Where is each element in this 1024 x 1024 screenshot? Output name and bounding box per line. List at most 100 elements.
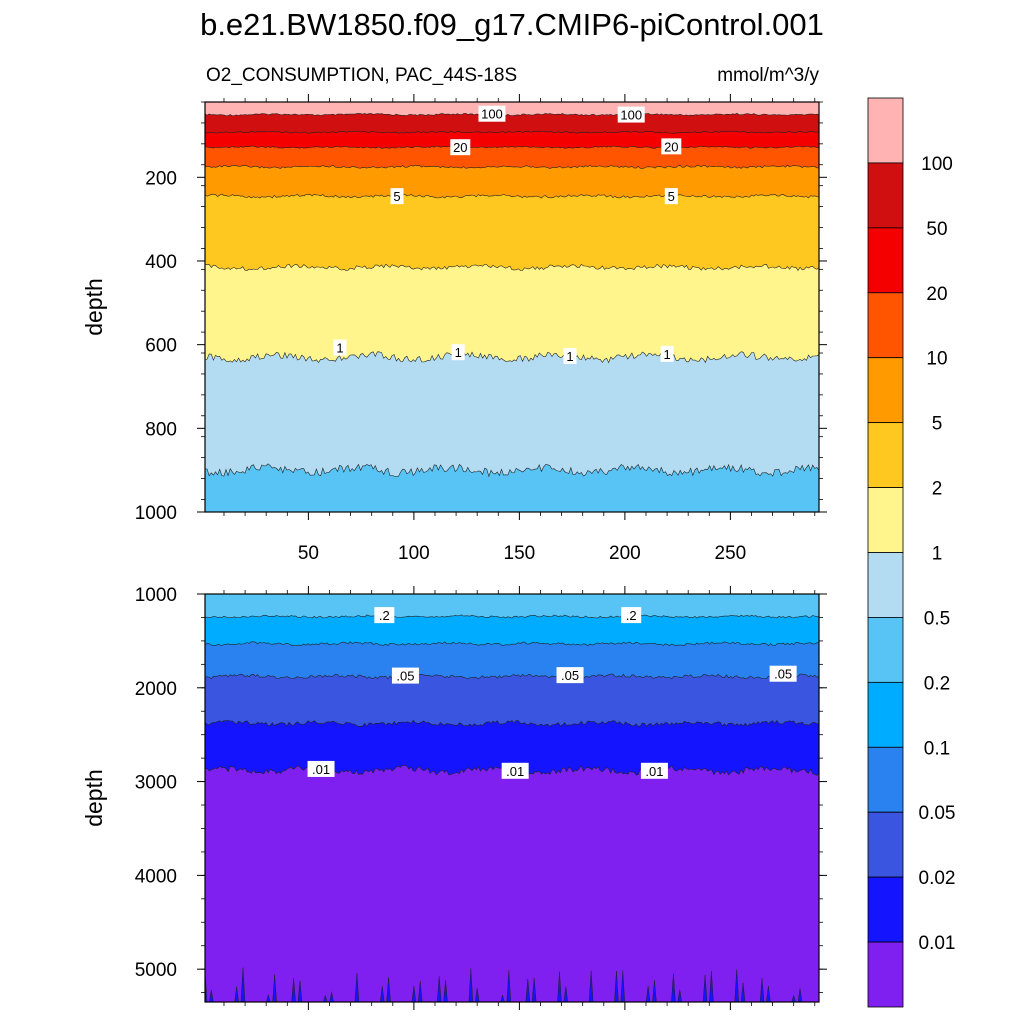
deep-spike xyxy=(531,977,537,1002)
y-tick-label: 1000 xyxy=(135,503,177,524)
colorbar-label: 50 xyxy=(926,219,947,240)
y-axis-label: depth xyxy=(81,278,107,336)
deep-spike xyxy=(234,986,239,1002)
upper-panel: 100 100 20 20 5 5 1 1 1 1 200 400 600 800 1000 depth 50 1… xyxy=(81,94,827,564)
colorbar-swatch xyxy=(867,422,904,488)
deep-spike xyxy=(297,980,303,1002)
colorbar-label: 0.2 xyxy=(924,673,950,694)
contour-label-text: .01 xyxy=(506,764,524,779)
deep-spike xyxy=(563,986,569,1002)
upper-contour-50 xyxy=(205,130,819,134)
contour-label-text: .2 xyxy=(626,608,637,623)
chart-title: b.e21.BW1850.f09_g17.CMIP6-piControl.001 xyxy=(200,7,824,42)
deep-spike xyxy=(468,968,474,1002)
colorbar-label: 5 xyxy=(932,414,943,435)
contour-label: 1 xyxy=(333,339,347,356)
upper-contour-20 xyxy=(205,145,819,149)
contour-label-text: 1 xyxy=(566,349,573,364)
deep-spike xyxy=(677,989,682,1002)
deep-spike xyxy=(417,980,423,1002)
contour-label: .05 xyxy=(391,667,419,684)
deep-spike xyxy=(614,971,619,1002)
upper-contour-0.5 xyxy=(205,463,819,478)
lower-contour-0.02 xyxy=(205,719,819,728)
colorbar-label: 0.05 xyxy=(919,803,956,824)
contour-label: 5 xyxy=(664,188,678,205)
deep-spike xyxy=(759,978,765,1002)
deep-spike xyxy=(620,970,626,1002)
contour-label-bg xyxy=(501,762,529,779)
colorbar-label: 0.01 xyxy=(919,933,956,954)
deep-spike xyxy=(411,986,417,1002)
upper-contour-2 xyxy=(205,263,819,271)
deep-spike xyxy=(671,973,676,1002)
contour-label-bg xyxy=(563,347,577,364)
contour-label: 1 xyxy=(451,344,465,361)
colorbar-swatch xyxy=(867,227,904,294)
contour-label-text: .05 xyxy=(561,668,579,683)
y-tick-label: 1000 xyxy=(135,585,177,606)
contour-label-text: 100 xyxy=(620,108,642,123)
contour-label-text: .01 xyxy=(312,762,330,777)
y-axis-label: depth xyxy=(81,769,107,827)
contour-label-bg xyxy=(664,188,678,205)
contour-label: 100 xyxy=(478,105,506,122)
contour-label-text: 20 xyxy=(664,139,678,154)
lower-band-0.01 xyxy=(205,765,819,1002)
deep-spike xyxy=(354,972,360,1002)
deep-spike xyxy=(791,994,796,1002)
contour-label-text: 1 xyxy=(336,341,343,356)
lower-frame xyxy=(204,593,820,1003)
contour-label-text: .05 xyxy=(774,667,792,682)
contour-label-bg xyxy=(478,105,506,122)
lower-panel: .2 .2 .05 .05 .05 .01 .01 .01 1000 2000 3000 4000 50… xyxy=(81,585,827,1010)
colorbar-swatch xyxy=(867,617,904,683)
deep-spike xyxy=(557,971,562,1002)
upper-band-0.5 xyxy=(205,463,819,512)
y-tick-label: 2000 xyxy=(135,679,177,700)
variable-label: O2_CONSUMPTION, PAC_44S-18S xyxy=(206,65,517,86)
deep-spike xyxy=(766,986,771,1002)
contour-label-bg xyxy=(333,339,347,356)
contour-label-bg xyxy=(391,667,419,684)
y-tick-label: 4000 xyxy=(135,866,177,887)
colorbar-label: 0.02 xyxy=(919,868,956,889)
deep-spike xyxy=(291,978,296,1002)
colorbar-swatch xyxy=(867,681,904,748)
deep-spike xyxy=(797,988,803,1002)
lower-contour-0.2 xyxy=(205,614,819,619)
colorbar-swatch xyxy=(867,487,904,553)
contour-label-text: 1 xyxy=(455,345,462,360)
deep-spike xyxy=(588,970,594,1002)
contour-label-bg xyxy=(390,188,404,205)
deep-spike xyxy=(500,994,505,1002)
contour-label: .01 xyxy=(501,762,529,779)
deep-spike xyxy=(272,974,277,1002)
contour-label: 1 xyxy=(660,345,674,362)
x-tick-label: 50 xyxy=(298,543,319,564)
contour-label-bg xyxy=(769,665,797,682)
contour-label-bg xyxy=(640,762,668,779)
contour-label: 20 xyxy=(661,138,682,155)
colorbar-swatch xyxy=(867,552,904,618)
deep-spike xyxy=(740,982,746,1002)
colorbar-swatch xyxy=(867,941,904,1008)
deep-spike xyxy=(329,991,334,1002)
contour-label-text: .05 xyxy=(396,669,414,684)
contour-label: .2 xyxy=(374,607,395,624)
units-label: mmol/m^3/y xyxy=(717,65,819,86)
colorbar-swatch xyxy=(867,162,904,229)
colorbar-label: 1 xyxy=(932,544,943,565)
contour-label-bg xyxy=(451,344,465,361)
deep-spike xyxy=(379,986,385,1002)
y-tick-label: 800 xyxy=(145,419,177,440)
y-tick-label: 200 xyxy=(145,168,177,189)
colorbar-label: 0.5 xyxy=(924,608,950,629)
colorbar-swatch xyxy=(867,746,904,813)
contour-label-bg xyxy=(617,106,645,123)
deep-spike xyxy=(702,974,708,1002)
contour-label-text: 20 xyxy=(453,140,467,155)
contour-label: .01 xyxy=(640,762,668,779)
contour-label: 20 xyxy=(450,139,471,156)
contour-label-text: .2 xyxy=(379,608,390,623)
